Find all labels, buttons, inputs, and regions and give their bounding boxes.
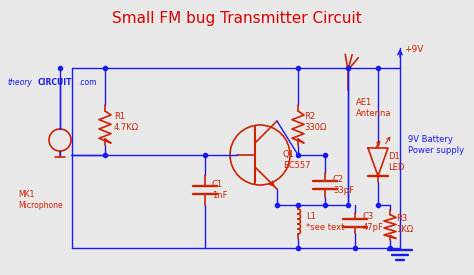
Text: D1
LED: D1 LED (388, 152, 404, 172)
Text: C2
33pF: C2 33pF (333, 175, 354, 195)
Text: R2
330Ω: R2 330Ω (304, 112, 327, 132)
Text: MK1
Microphone: MK1 Microphone (18, 190, 63, 210)
Text: CIRCUIT: CIRCUIT (38, 78, 73, 87)
Text: Q1
BC557: Q1 BC557 (283, 150, 310, 170)
Text: R3
1KΩ: R3 1KΩ (396, 214, 413, 234)
Text: Small FM bug Transmitter Circuit: Small FM bug Transmitter Circuit (112, 10, 362, 26)
Text: C3
47pF: C3 47pF (363, 212, 384, 232)
Text: C1
1nF: C1 1nF (212, 180, 228, 200)
Text: 9V Battery
Power supply: 9V Battery Power supply (408, 135, 464, 155)
Text: L1
*see text: L1 *see text (306, 212, 345, 232)
Text: theory: theory (8, 78, 33, 87)
Text: R1
4.7KΩ: R1 4.7KΩ (114, 112, 139, 132)
Text: AE1
Antenna: AE1 Antenna (356, 98, 392, 118)
Text: +9V: +9V (404, 45, 423, 54)
Text: .com: .com (78, 78, 97, 87)
